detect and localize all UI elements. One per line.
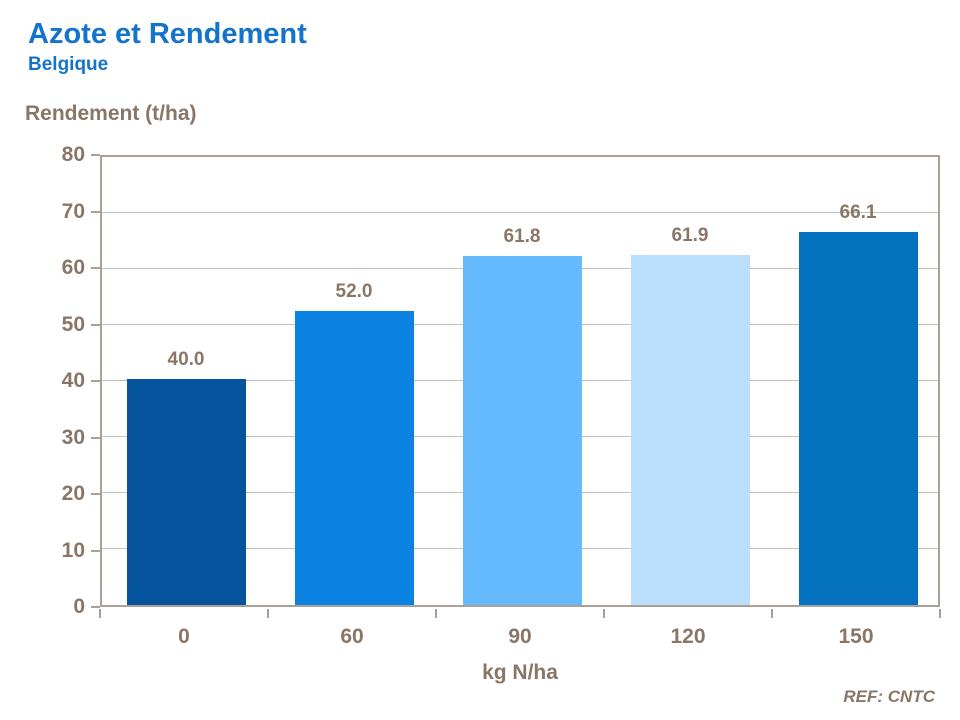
bar-value-label: 52.0 xyxy=(335,281,373,303)
x-axis-category-label: 120 xyxy=(670,625,706,648)
x-axis-category-label: 0 xyxy=(178,625,190,648)
bar-0-kg xyxy=(126,379,246,605)
bar-value-label: 40.0 xyxy=(167,349,205,370)
y-axis-tick-mark xyxy=(91,493,100,495)
x-axis-tick-mark xyxy=(603,609,605,618)
bar-value-label: 61.9 xyxy=(671,225,709,247)
chart-subtitle: Belgique xyxy=(28,54,109,75)
x-axis-category-label: 150 xyxy=(838,625,874,648)
y-axis-tick-label: 60 xyxy=(61,256,85,279)
y-axis-tick-label: 20 xyxy=(61,482,85,505)
bar-150-kg xyxy=(798,231,918,605)
reference-note: REF: CNTC xyxy=(843,687,935,706)
y-axis-tick-label: 70 xyxy=(61,199,85,223)
y-axis-tick-mark xyxy=(91,154,100,156)
bar-120-kg xyxy=(630,255,750,605)
y-axis-tick-label: 50 xyxy=(61,312,85,336)
y-axis-title: Rendement (t/ha) xyxy=(25,102,197,125)
chart-title: Azote et Rendement xyxy=(28,18,307,50)
y-axis-tick-mark xyxy=(91,323,100,326)
y-axis-tick-label: 40 xyxy=(61,369,85,392)
y-axis-tick-mark xyxy=(91,210,100,213)
x-axis-tick-mark xyxy=(771,609,773,618)
y-axis-tick-label: 80 xyxy=(61,143,85,166)
bar-90-kg xyxy=(462,255,582,605)
y-axis-tick-mark xyxy=(91,549,100,552)
bar-60-kg xyxy=(294,311,414,605)
y-axis-tick-label: 30 xyxy=(61,425,85,449)
y-axis-tick-label: 10 xyxy=(61,538,85,562)
y-axis-tick-mark xyxy=(91,436,100,439)
horizontal-gridline xyxy=(102,212,938,213)
bar-value-label: 61.8 xyxy=(503,225,541,247)
x-axis-tick-mark xyxy=(435,609,437,618)
y-axis-tick-label: 0 xyxy=(73,595,85,618)
x-axis-category-label: 90 xyxy=(508,625,532,648)
x-axis-category-label: 60 xyxy=(340,625,364,648)
x-axis-title: kg N/ha xyxy=(482,661,558,684)
bar-value-label: 66.1 xyxy=(839,201,877,223)
x-axis-tick-mark xyxy=(939,609,941,618)
plot-area: 40.0 52.0 61.8 61.9 66.1 xyxy=(100,155,940,607)
x-axis-tick-mark xyxy=(267,609,269,618)
y-axis-tick-mark xyxy=(91,380,100,382)
y-axis-tick-mark xyxy=(91,606,100,608)
y-axis-tick-mark xyxy=(91,267,100,269)
x-axis-tick-mark xyxy=(99,609,101,618)
